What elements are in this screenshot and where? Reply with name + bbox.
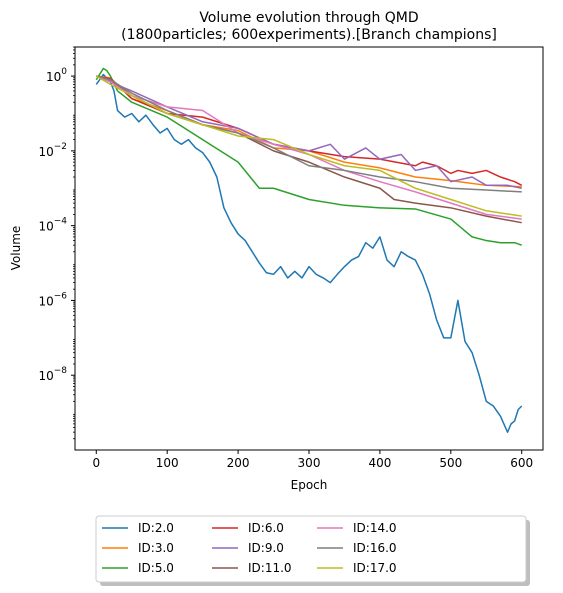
legend: ID:2.0 ID:3.0 ID:5.0 ID:6.0 ID:9.0 ID:11.0 ID:… <box>95 515 530 586</box>
legend-entry: ID:5.0 <box>102 561 174 575</box>
legend-label: ID:11.0 <box>248 561 292 575</box>
legend-label: ID:17.0 <box>353 561 397 575</box>
legend-entry: ID:6.0 <box>212 521 284 535</box>
y-tick-base: 10 <box>38 294 53 308</box>
legend-label: ID:2.0 <box>138 521 174 535</box>
legend-entry: ID:9.0 <box>212 541 284 555</box>
x-tick-label: 300 <box>298 456 321 470</box>
x-tick-label: 400 <box>368 456 391 470</box>
legend-label: ID:9.0 <box>248 541 284 555</box>
legend-entry: ID:2.0 <box>102 521 174 535</box>
legend-label: ID:16.0 <box>353 541 397 555</box>
series-layer <box>95 67 523 433</box>
y-tick-base: 10 <box>38 369 53 383</box>
series-line-id-14-0 <box>95 75 522 220</box>
y-tick-label: 10−2 <box>38 142 67 159</box>
legend-entry: ID:17.0 <box>317 561 397 575</box>
y-tick-exponent: −2 <box>54 142 67 152</box>
legend-label: ID:14.0 <box>353 521 397 535</box>
legend-label: ID:5.0 <box>138 561 174 575</box>
x-tick-label: 200 <box>227 456 250 470</box>
legend-label: ID:6.0 <box>248 521 284 535</box>
x-axis-label: Epoch <box>291 478 328 492</box>
y-tick-label: 10−8 <box>38 366 67 383</box>
legend-box <box>95 515 527 583</box>
series-line-id-9-0 <box>95 75 522 190</box>
x-tick-label: 0 <box>92 456 100 470</box>
legend-entry: ID:16.0 <box>317 541 397 555</box>
legend-entry: ID:3.0 <box>102 541 174 555</box>
y-tick-label: 10−4 <box>38 217 67 234</box>
chart-title: Volume evolution through QMD <box>199 10 418 26</box>
y-tick-base: 10 <box>46 70 61 84</box>
y-tick-label: 10−6 <box>38 291 67 308</box>
y-tick-exponent: −4 <box>54 217 68 227</box>
chart-subtitle: (1800particles; 600experiments).[Branch … <box>121 27 497 43</box>
y-tick-exponent: −6 <box>54 291 68 301</box>
series-line-id-16-0 <box>96 75 522 193</box>
series-line-id-2-0 <box>95 73 523 433</box>
legend-entry: ID:14.0 <box>317 521 397 535</box>
x-axis: 0 100 200 300 400 500 600 <box>92 450 533 470</box>
y-tick-exponent: −8 <box>54 366 68 376</box>
series-line-id-17-0 <box>95 75 522 217</box>
series-line-id-6-0 <box>96 75 523 186</box>
legend-entry: ID:11.0 <box>212 561 292 575</box>
y-tick-base: 10 <box>38 145 53 159</box>
x-tick-label: 100 <box>156 456 179 470</box>
y-tick-exponent: 0 <box>61 67 67 77</box>
y-tick-base: 10 <box>38 220 53 234</box>
y-axis-label: Volume <box>9 226 23 271</box>
legend-label: ID:3.0 <box>138 541 174 555</box>
x-tick-label: 600 <box>510 456 533 470</box>
y-tick-label: 100 <box>46 67 67 84</box>
x-tick-label: 500 <box>439 456 462 470</box>
